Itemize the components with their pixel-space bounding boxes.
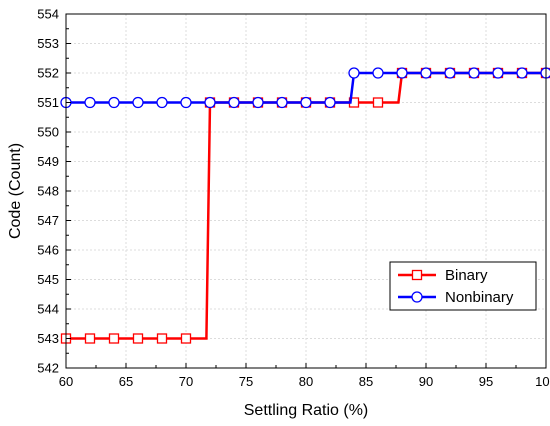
circle-marker <box>204 96 216 109</box>
circle-marker <box>396 67 408 79</box>
square-marker <box>180 333 192 344</box>
y-tick-label: 549 <box>37 154 59 169</box>
circle-marker <box>492 67 504 79</box>
legend: Binary Nonbinary <box>389 261 537 311</box>
series-nonbinary <box>60 67 550 109</box>
circle-marker <box>324 96 336 109</box>
y-tick-label: 542 <box>37 361 59 376</box>
circle-marker <box>348 67 360 79</box>
x-tick-label: 80 <box>299 374 313 389</box>
legend-item: Nonbinary <box>398 289 514 306</box>
axis-ticks: 60 65 70 75 80 85 90 95 100 542 543 544 545 546 547 548… <box>37 7 550 390</box>
circle-marker <box>84 96 96 109</box>
circle-marker <box>468 67 480 79</box>
x-tick-label: 85 <box>359 374 373 389</box>
y-tick-label: 543 <box>37 331 59 346</box>
circle-marker <box>228 96 240 109</box>
circle-marker <box>516 67 528 79</box>
x-tick-label: 90 <box>419 374 433 389</box>
x-tick-label: 65 <box>119 374 133 389</box>
x-tick-label: 95 <box>479 374 493 389</box>
y-tick-label: 545 <box>37 272 59 287</box>
y-tick-label: 552 <box>37 66 59 81</box>
y-tick-label: 551 <box>37 95 59 110</box>
y-tick-label: 544 <box>37 302 59 317</box>
square-marker <box>156 333 168 344</box>
circle-marker <box>300 96 312 109</box>
square-marker <box>372 97 384 108</box>
legend-label: Nonbinary <box>445 289 514 306</box>
y-tick-label: 546 <box>37 243 59 258</box>
circle-marker <box>108 96 120 109</box>
square-marker <box>108 333 120 344</box>
y-tick-label: 553 <box>37 36 59 51</box>
series-line <box>66 71 546 104</box>
x-tick-label: 60 <box>59 374 73 389</box>
circle-marker <box>132 96 144 109</box>
legend-label: Binary <box>445 267 488 284</box>
circle-marker <box>420 67 432 79</box>
y-tick-label: 547 <box>37 213 59 228</box>
circle-marker <box>276 96 288 109</box>
x-tick-label: 70 <box>179 374 193 389</box>
x-axis-title: Settling Ratio (%) <box>244 402 369 419</box>
x-tick-label: 75 <box>239 374 253 389</box>
circle-marker <box>252 96 264 109</box>
y-tick-label: 550 <box>37 125 59 140</box>
square-marker <box>84 333 96 344</box>
circle-marker <box>444 67 456 79</box>
y-tick-label: 554 <box>37 7 59 22</box>
circle-marker <box>180 96 192 109</box>
grid <box>65 13 547 369</box>
x-tick-label: 100 <box>535 374 550 389</box>
circle-marker <box>372 67 384 79</box>
square-marker <box>411 269 423 281</box>
circle-marker <box>156 96 168 109</box>
y-axis-title: Code (Count) <box>7 143 24 239</box>
legend-item: Binary <box>398 267 488 284</box>
y-tick-label: 548 <box>37 184 59 199</box>
circle-marker <box>411 291 423 303</box>
square-marker <box>132 333 144 344</box>
